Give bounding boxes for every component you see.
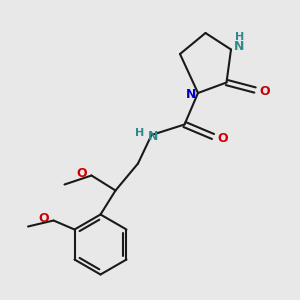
Text: H: H [235, 32, 244, 42]
Text: N: N [234, 40, 244, 53]
Text: H: H [136, 128, 145, 138]
Text: O: O [259, 85, 270, 98]
Text: O: O [76, 167, 87, 180]
Text: O: O [39, 212, 49, 225]
Text: O: O [217, 131, 228, 145]
Text: N: N [186, 88, 197, 101]
Text: N: N [148, 130, 158, 143]
